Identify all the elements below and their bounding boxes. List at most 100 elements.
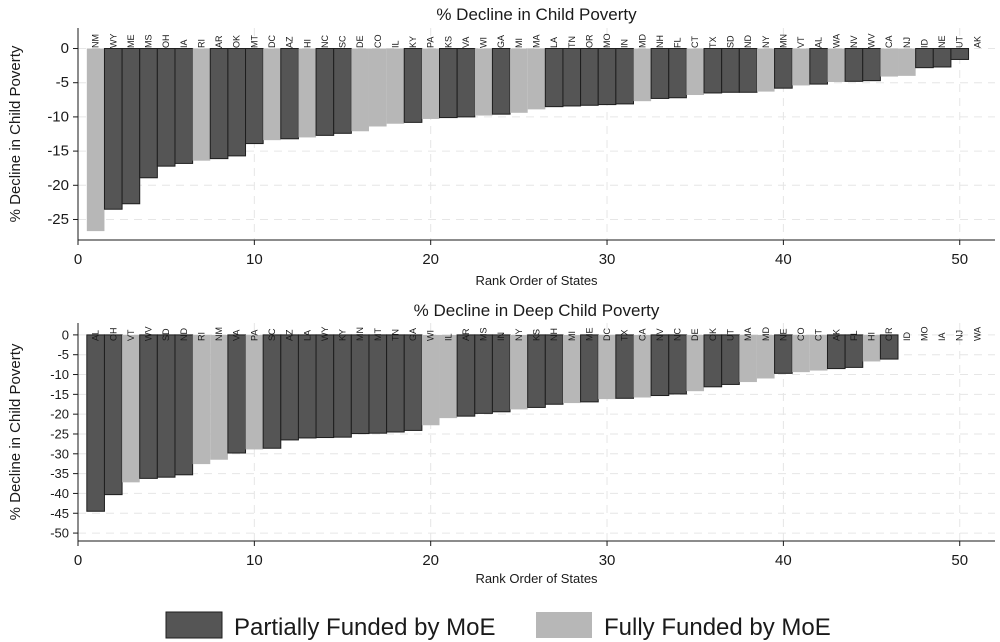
chart-panel-child-poverty: % Decline in Child Poverty NM WY ME MS OH IA RI… <box>7 5 995 288</box>
bar-or <box>879 334 899 360</box>
state-label-co: CO <box>373 35 383 49</box>
bar-or <box>580 48 599 106</box>
legend-swatch-partial <box>165 611 223 639</box>
bar-dc <box>263 48 281 141</box>
y-tick-label: -45 <box>50 506 69 521</box>
x-tick-label: 40 <box>775 251 792 268</box>
bar-ok <box>703 334 723 388</box>
bar-ct <box>809 334 828 371</box>
y-tick-label: -10 <box>47 108 69 125</box>
state-label-wv: WV <box>867 34 877 49</box>
state-label-fl: FL <box>849 330 859 341</box>
x-tick-label: 10 <box>246 552 263 569</box>
y-tick-label: -40 <box>50 486 69 501</box>
bar-wi <box>474 48 493 116</box>
bar-me <box>121 48 141 205</box>
bar-in <box>615 48 634 105</box>
bar-sd <box>721 48 740 93</box>
state-label-id: ID <box>902 331 912 341</box>
bar-nv <box>650 334 670 397</box>
bar-ma <box>527 48 546 110</box>
bar-ga <box>403 334 423 431</box>
state-label-fl: FL <box>673 37 683 48</box>
bar-de <box>351 48 369 132</box>
state-label-sd: SD <box>725 35 735 48</box>
bar-nm <box>86 48 105 232</box>
state-label-ok: OK <box>232 35 242 48</box>
bar-ky <box>403 48 423 123</box>
bar-co <box>368 48 387 127</box>
bar-ne <box>932 48 952 68</box>
x-tick-label: 40 <box>775 552 792 569</box>
bar-mo <box>597 48 617 106</box>
state-label-ar: AR <box>461 328 471 341</box>
bar-ri <box>192 334 211 465</box>
state-label-mi: MI <box>567 331 577 341</box>
chart-title: % Decline in Deep Child Poverty <box>414 301 660 320</box>
state-label-mn: MN <box>355 327 365 341</box>
state-label-ar: AR <box>214 35 224 48</box>
state-label-wy: WY <box>108 34 118 49</box>
bar-nm <box>210 334 228 460</box>
state-label-in: IN <box>620 39 630 48</box>
bar-ca <box>880 48 899 77</box>
bar-mt <box>245 48 264 145</box>
x-tick-label: 0 <box>74 552 82 569</box>
bar-il <box>439 334 458 419</box>
bar-ok <box>227 48 247 157</box>
x-tick-label: 30 <box>599 251 616 268</box>
y-tick-label: -25 <box>50 426 69 441</box>
bar-vt <box>122 334 140 483</box>
bar-oh <box>156 48 176 167</box>
state-label-mt: MT <box>249 35 259 48</box>
bar-wa <box>827 48 846 83</box>
state-label-wi: WI <box>479 37 489 48</box>
bar-nc <box>668 334 687 395</box>
bar-mi <box>510 48 528 113</box>
x-tick-label: 0 <box>74 251 82 268</box>
y-tick-label: -50 <box>50 526 69 541</box>
state-label-nm: NM <box>91 34 101 48</box>
state-label-tn: TN <box>567 36 577 48</box>
state-label-or: OR <box>884 327 894 341</box>
state-label-va: VA <box>461 37 471 48</box>
bar-ny <box>510 334 528 410</box>
state-label-ok: OK <box>708 328 718 341</box>
bar-wy <box>315 334 335 439</box>
state-label-de: DE <box>355 35 365 48</box>
state-label-dc: DC <box>267 35 277 48</box>
state-label-ne: NE <box>778 328 788 341</box>
state-label-nd: ND <box>743 35 753 48</box>
bar-fl <box>668 48 687 99</box>
state-label-ky: KY <box>408 36 418 48</box>
state-label-ma: MA <box>532 35 542 49</box>
bar-tx <box>615 334 634 399</box>
bar-tn <box>562 48 582 107</box>
bar-ga <box>491 48 511 115</box>
bar-wy <box>103 48 123 210</box>
state-label-co: CO <box>796 328 806 342</box>
bar-oh <box>103 334 123 496</box>
bar-hi <box>862 334 881 362</box>
state-label-ga: GA <box>408 328 418 341</box>
state-label-wi: WI <box>426 330 436 341</box>
state-label-sc: SC <box>267 328 277 341</box>
state-label-nj: NJ <box>902 37 912 48</box>
state-label-nh: NH <box>655 35 665 48</box>
y-tick-label: -15 <box>47 143 69 160</box>
state-label-az: AZ <box>285 329 295 341</box>
state-label-id: ID <box>919 38 929 48</box>
bar-az <box>280 334 299 441</box>
state-label-wa: WA <box>831 34 841 48</box>
state-label-me: ME <box>126 35 136 49</box>
bar-de <box>686 334 705 392</box>
bar-ct <box>686 48 705 96</box>
state-label-ca: CA <box>884 35 894 48</box>
bar-wv <box>862 48 881 82</box>
state-label-wv: WV <box>144 327 154 342</box>
state-label-ms: MS <box>479 328 489 342</box>
bar-ky <box>333 334 352 438</box>
bar-ca <box>633 334 652 398</box>
state-label-ga: GA <box>496 35 506 48</box>
